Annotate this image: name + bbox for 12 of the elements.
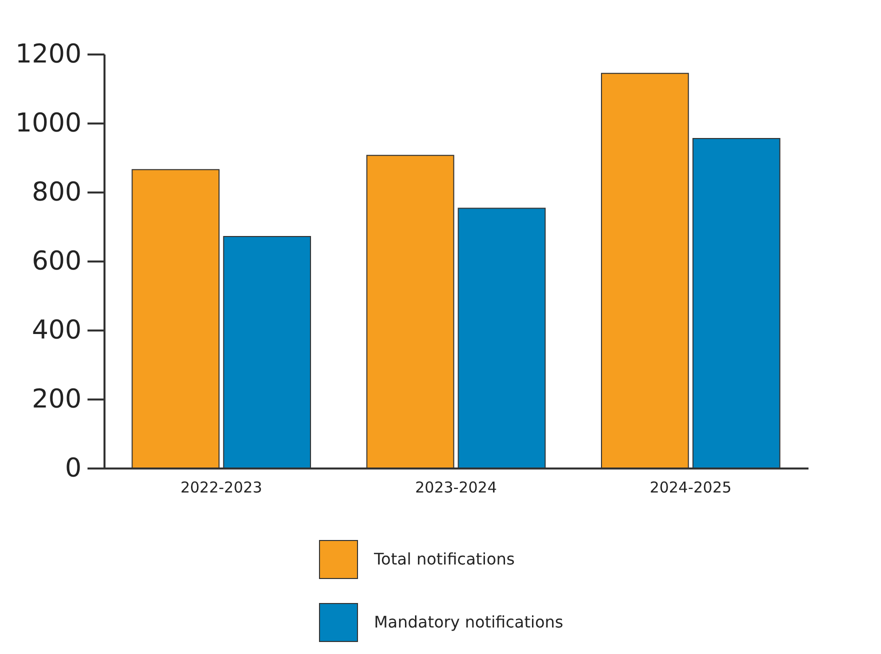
legend-label: Total notifications xyxy=(373,550,515,568)
y-tick-label: 400 xyxy=(32,316,82,346)
x-tick-label: 2023-2024 xyxy=(415,478,497,496)
y-tick-label: 0 xyxy=(64,454,82,484)
y-tick-label: 200 xyxy=(32,384,82,414)
y-tick-label: 1000 xyxy=(15,108,82,138)
x-tick-label: 2022-2023 xyxy=(180,478,262,496)
x-tick-label: 2024-2025 xyxy=(650,478,732,496)
y-tick-label: 1200 xyxy=(15,40,82,70)
legend-label: Mandatory notifications xyxy=(374,612,564,632)
y-tick-label: 600 xyxy=(32,246,82,276)
y-tick-label: 800 xyxy=(32,178,82,208)
